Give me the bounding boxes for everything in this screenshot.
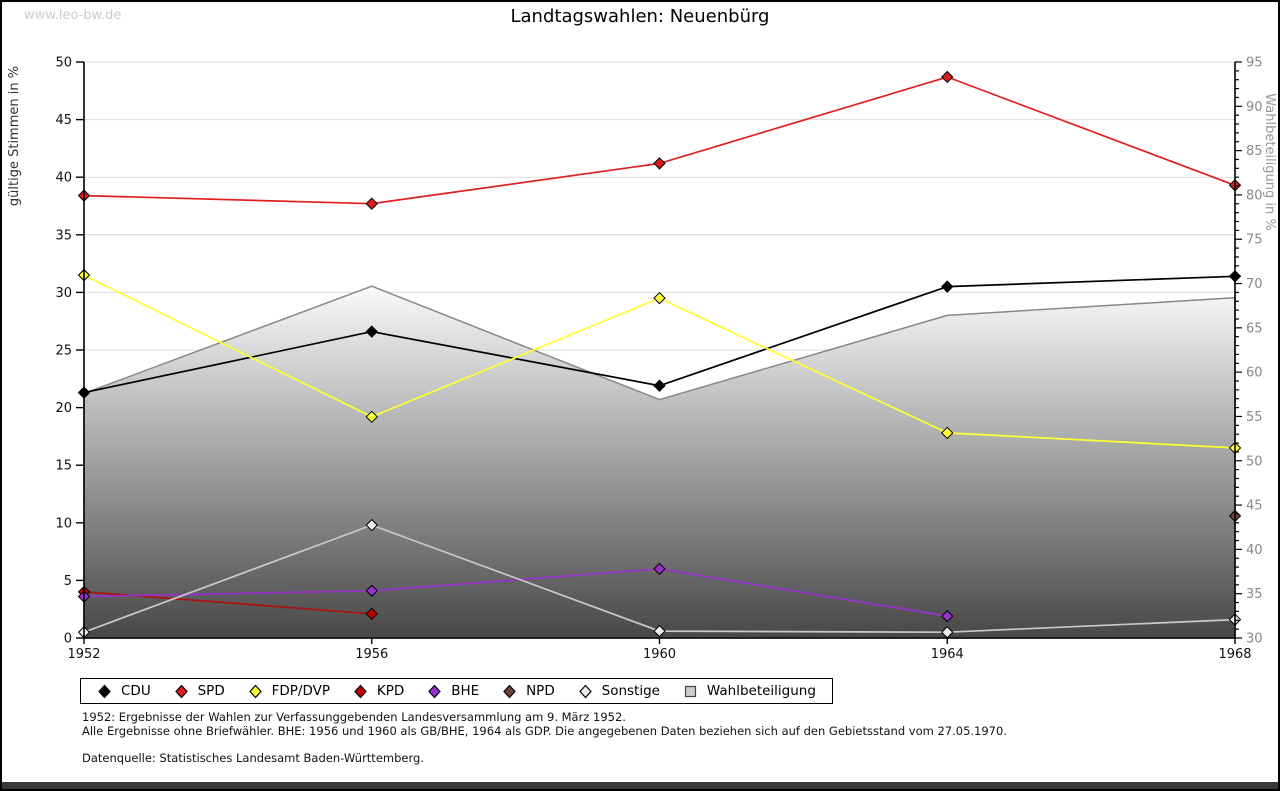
svg-text:80: 80 [1246, 188, 1263, 203]
series-fdp-dvp-marker [653, 291, 666, 305]
svg-text:15: 15 [55, 459, 72, 474]
svg-text:1956: 1956 [355, 647, 388, 662]
svg-text:40: 40 [55, 171, 72, 186]
diamond-swatch-icon [578, 684, 592, 698]
series-sonstige-marker [365, 518, 378, 532]
left-axis-ticks: 0 5 10 15 20 25 30 35 40 45 50 [55, 56, 84, 647]
diamond-swatch-icon [354, 684, 367, 698]
legend-label: CDU [121, 683, 151, 699]
footnote-line-2: Alle Ergebnisse ohne Briefwähler. BHE: 1… [82, 723, 1007, 738]
svg-text:0: 0 [64, 632, 72, 647]
series-spd-marker [365, 197, 378, 210]
svg-text:90: 90 [1246, 100, 1263, 115]
svg-text:20: 20 [55, 401, 72, 416]
series-sonstige-marker [653, 624, 666, 638]
diamond-swatch-icon [428, 684, 442, 698]
footnote-line-1: 1952: Ergebnisse der Wahlen zur Verfassu… [82, 710, 626, 724]
left-axis-title: gültige Stimmen in % [7, 66, 22, 206]
svg-text:1952: 1952 [67, 647, 100, 662]
svg-text:65: 65 [1246, 321, 1263, 336]
svg-text:55: 55 [1246, 410, 1263, 425]
series-sonstige [77, 518, 1242, 639]
legend-item-wahlbeteiligung: Wahlbeteiligung [683, 683, 816, 699]
series-bhe [77, 562, 954, 623]
footnote-source: Datenquelle: Statistisches Landesamt Bad… [82, 751, 424, 765]
legend-label: Wahlbeteiligung [706, 683, 816, 699]
series-bhe-marker [653, 562, 666, 576]
legend-label: Sonstige [601, 683, 660, 699]
series-cdu-marker [653, 379, 666, 392]
x-axis-ticks: 1952 1956 1960 1964 1968 [67, 638, 1252, 662]
svg-text:75: 75 [1246, 233, 1263, 248]
square-swatch-icon [684, 685, 696, 697]
svg-text:50: 50 [55, 56, 72, 71]
diamond-swatch-icon [248, 684, 262, 698]
svg-text:30: 30 [1246, 632, 1263, 647]
diamond-swatch-icon [503, 684, 516, 698]
legend-item-spd: SPD [174, 683, 225, 699]
legend-label: KPD [376, 683, 405, 699]
svg-text:45: 45 [1246, 499, 1263, 514]
series-cdu [77, 270, 1242, 399]
svg-text:1960: 1960 [643, 647, 676, 662]
svg-text:35: 35 [1246, 587, 1263, 602]
legend-item-kpd: KPD [353, 683, 404, 699]
series-spd-marker [653, 157, 666, 170]
right-axis-title: Wahlbeteiligung in % [1262, 93, 1277, 230]
series-kpd-marker [365, 607, 378, 621]
legend-label: FDP/DVP [271, 683, 331, 699]
svg-text:85: 85 [1246, 144, 1263, 159]
legend-label: NPD [526, 683, 555, 699]
legend-item-sonstige: Sonstige [578, 683, 660, 699]
svg-text:1964: 1964 [931, 647, 964, 662]
svg-text:1968: 1968 [1218, 647, 1251, 662]
series-cdu-marker [365, 325, 378, 338]
legend-item-npd: NPD [502, 683, 555, 699]
series-spd-marker [941, 70, 954, 84]
svg-text:35: 35 [55, 228, 72, 243]
chart-legend: CDU SPD FDP/DVP KPD BHE NPD Sonstige Wahlbeteil… [80, 678, 833, 704]
series-bhe-marker [941, 609, 954, 623]
right-axis-ticks: 30 35 40 45 50 55 60 65 70 75 80 85 90 95 [1235, 56, 1263, 647]
legend-label: SPD [197, 683, 225, 699]
svg-text:50: 50 [1246, 454, 1263, 469]
watermark: www.leo-bw.de [24, 8, 122, 23]
series-cdu-marker [941, 280, 954, 293]
series-fdp-dvp-marker [941, 426, 954, 440]
series-spd-line [83, 76, 1236, 205]
footnotes: 1952: Ergebnisse der Wahlen zur Verfassu… [82, 710, 1007, 766]
svg-text:70: 70 [1246, 277, 1263, 292]
svg-text:10: 10 [55, 516, 72, 531]
legend-item-fdp-dvp: FDP/DVP [248, 683, 330, 699]
series-bhe-line [83, 568, 948, 617]
svg-text:40: 40 [1246, 543, 1263, 558]
svg-text:45: 45 [55, 113, 72, 128]
legend-item-bhe: BHE [427, 683, 479, 699]
page-title: Landtagswahlen: Neuenbürg [510, 6, 770, 27]
svg-text:25: 25 [55, 344, 72, 359]
diamond-swatch-icon [98, 684, 111, 698]
legend-label: BHE [451, 683, 480, 699]
svg-text:60: 60 [1246, 366, 1263, 381]
series-wahlbeteiligung-area [83, 285, 1236, 639]
svg-text:30: 30 [55, 286, 72, 301]
series-fdp-dvp-marker [365, 410, 378, 424]
svg-text:95: 95 [1246, 56, 1263, 71]
series-spd [77, 70, 1242, 210]
svg-text:5: 5 [64, 574, 72, 589]
bottom-edge-bar [2, 782, 1278, 789]
legend-item-cdu: CDU [97, 683, 151, 699]
diamond-swatch-icon [174, 684, 188, 698]
series-bhe-marker [365, 584, 378, 597]
